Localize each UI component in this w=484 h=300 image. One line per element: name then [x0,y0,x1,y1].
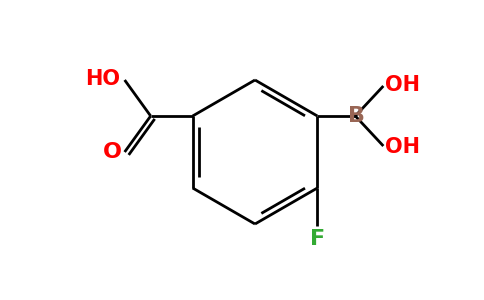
Text: OH: OH [385,75,420,95]
Text: F: F [310,229,325,249]
Text: OH: OH [385,137,420,157]
Text: B: B [348,106,365,126]
Text: HO: HO [85,69,120,89]
Text: O: O [103,142,122,162]
